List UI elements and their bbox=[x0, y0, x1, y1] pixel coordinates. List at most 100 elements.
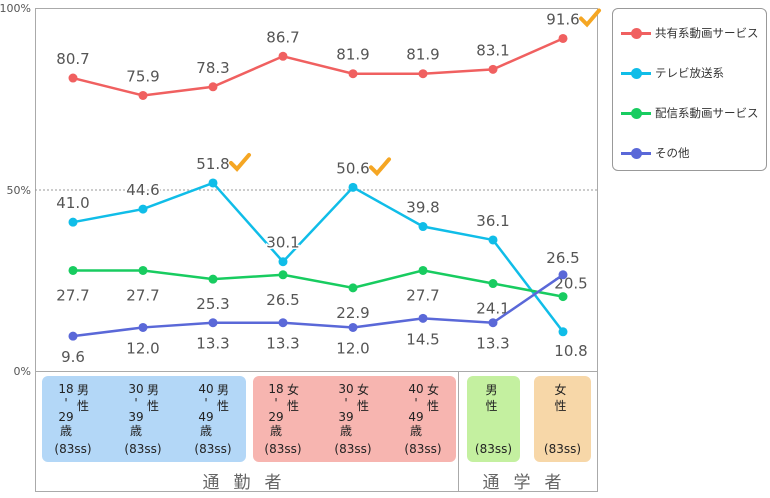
data-label: 13.3 bbox=[196, 335, 229, 353]
data-point bbox=[278, 51, 288, 61]
data-label: 12.0 bbox=[336, 339, 369, 357]
sex-label: 女性 bbox=[287, 383, 300, 413]
data-point bbox=[488, 279, 498, 289]
data-point bbox=[488, 64, 498, 74]
y-tick-label: 0% bbox=[14, 365, 31, 378]
checkmark-icon bbox=[579, 8, 601, 28]
legend-item: 共有系動画サービス bbox=[621, 25, 759, 41]
y-tick-label: 50% bbox=[7, 184, 31, 197]
data-label: 91.6 bbox=[546, 10, 579, 28]
data-label: 50.6 bbox=[336, 159, 369, 177]
legend-item: テレビ放送系 bbox=[621, 65, 724, 81]
data-label: 27.7 bbox=[126, 286, 159, 304]
data-point bbox=[138, 204, 148, 214]
data-point bbox=[138, 265, 148, 275]
age-range: 30 ' 39 歳 bbox=[128, 382, 144, 438]
data-point bbox=[348, 283, 358, 293]
data-point bbox=[138, 90, 148, 100]
sample-size: (83ss) bbox=[543, 442, 582, 456]
data-label: 26.5 bbox=[546, 249, 579, 267]
data-point bbox=[418, 265, 428, 275]
series-line bbox=[72, 181, 564, 333]
data-label: 80.7 bbox=[56, 50, 89, 68]
data-point bbox=[418, 313, 428, 323]
sample-size: (83ss) bbox=[264, 442, 302, 456]
legend-label: 共有系動画サービス bbox=[655, 26, 759, 40]
data-point bbox=[418, 69, 428, 79]
legend-item: その他 bbox=[621, 145, 690, 161]
data-label: 12.0 bbox=[126, 339, 159, 357]
sex-label: 女性 bbox=[357, 383, 370, 413]
sex-label: 男性 bbox=[217, 383, 230, 413]
legend: 共有系動画サービス テレビ放送系 配信系動画サービス その他 bbox=[612, 8, 767, 171]
data-point bbox=[558, 270, 568, 280]
category-box: 男性 (83ss) bbox=[467, 376, 520, 462]
data-point bbox=[68, 331, 78, 341]
data-label: 83.1 bbox=[476, 41, 509, 59]
data-label: 10.8 bbox=[554, 342, 587, 360]
age-range: 40 ' 49 歳 bbox=[198, 382, 214, 438]
data-label: 51.8 bbox=[196, 155, 229, 173]
data-point bbox=[68, 265, 78, 275]
data-point bbox=[278, 318, 288, 328]
data-point bbox=[208, 82, 218, 92]
sex-label: 男性 bbox=[485, 383, 498, 413]
data-label: 13.3 bbox=[476, 335, 509, 353]
legend-label: テレビ放送系 bbox=[655, 66, 724, 80]
series-line bbox=[72, 273, 564, 338]
category-box: 18 ' 29 歳女性 (83ss) 30 ' 39 歳女性 (83ss) 40 ' 49 歳女性 (83s… bbox=[253, 376, 456, 462]
sample-size: (83ss) bbox=[54, 442, 92, 456]
data-point bbox=[488, 318, 498, 328]
data-point bbox=[558, 33, 568, 43]
data-point bbox=[208, 274, 218, 284]
data-label: 81.9 bbox=[406, 46, 439, 64]
data-label: 13.3 bbox=[266, 335, 299, 353]
data-label: 9.6 bbox=[61, 348, 85, 366]
data-point bbox=[558, 327, 568, 337]
data-label: 22.9 bbox=[336, 304, 369, 322]
sample-size: (83ss) bbox=[474, 442, 513, 456]
data-label: 24.1 bbox=[476, 300, 509, 318]
data-label: 27.7 bbox=[406, 286, 439, 304]
data-point bbox=[138, 322, 148, 332]
data-label: 27.7 bbox=[56, 286, 89, 304]
data-point bbox=[348, 182, 358, 192]
data-point bbox=[208, 178, 218, 188]
data-label: 30.1 bbox=[266, 234, 299, 252]
age-range: 18 ' 29 歳 bbox=[58, 382, 74, 438]
data-point bbox=[68, 217, 78, 227]
category-box: 18 ' 29 歳男性 (83ss) 30 ' 39 歳男性 (83ss) 40 ' 49 歳男性 (83s… bbox=[42, 376, 246, 462]
group-label-student: 通学者 bbox=[482, 473, 576, 493]
sex-label: 男性 bbox=[147, 383, 160, 413]
data-point bbox=[68, 73, 78, 83]
data-point bbox=[488, 235, 498, 245]
data-label: 36.1 bbox=[476, 212, 509, 230]
age-range: 18 ' 29 歳 bbox=[268, 382, 284, 438]
category-box: 女性 (83ss) bbox=[534, 376, 591, 462]
data-label: 78.3 bbox=[196, 59, 229, 77]
data-point bbox=[208, 318, 218, 328]
data-point bbox=[558, 292, 568, 302]
data-point bbox=[348, 322, 358, 332]
sex-label: 女性 bbox=[554, 383, 567, 413]
data-label: 81.9 bbox=[336, 46, 369, 64]
data-label: 14.5 bbox=[406, 330, 439, 348]
series-line bbox=[72, 37, 564, 97]
checkmark-icon bbox=[369, 157, 391, 177]
sample-size: (83ss) bbox=[124, 442, 162, 456]
data-label: 25.3 bbox=[196, 295, 229, 313]
y-tick-label: 100% bbox=[0, 2, 31, 15]
sex-label: 男性 bbox=[77, 383, 90, 413]
sample-size: (83ss) bbox=[404, 442, 442, 456]
data-point bbox=[278, 270, 288, 280]
data-point bbox=[418, 222, 428, 232]
series-line bbox=[73, 269, 564, 298]
data-point bbox=[348, 69, 358, 79]
checkmark-icon bbox=[229, 152, 251, 172]
sex-label: 女性 bbox=[427, 383, 440, 413]
data-label: 44.6 bbox=[126, 181, 159, 199]
group-label-commuter: 通勤者 bbox=[202, 473, 296, 493]
data-label: 39.8 bbox=[406, 199, 439, 217]
